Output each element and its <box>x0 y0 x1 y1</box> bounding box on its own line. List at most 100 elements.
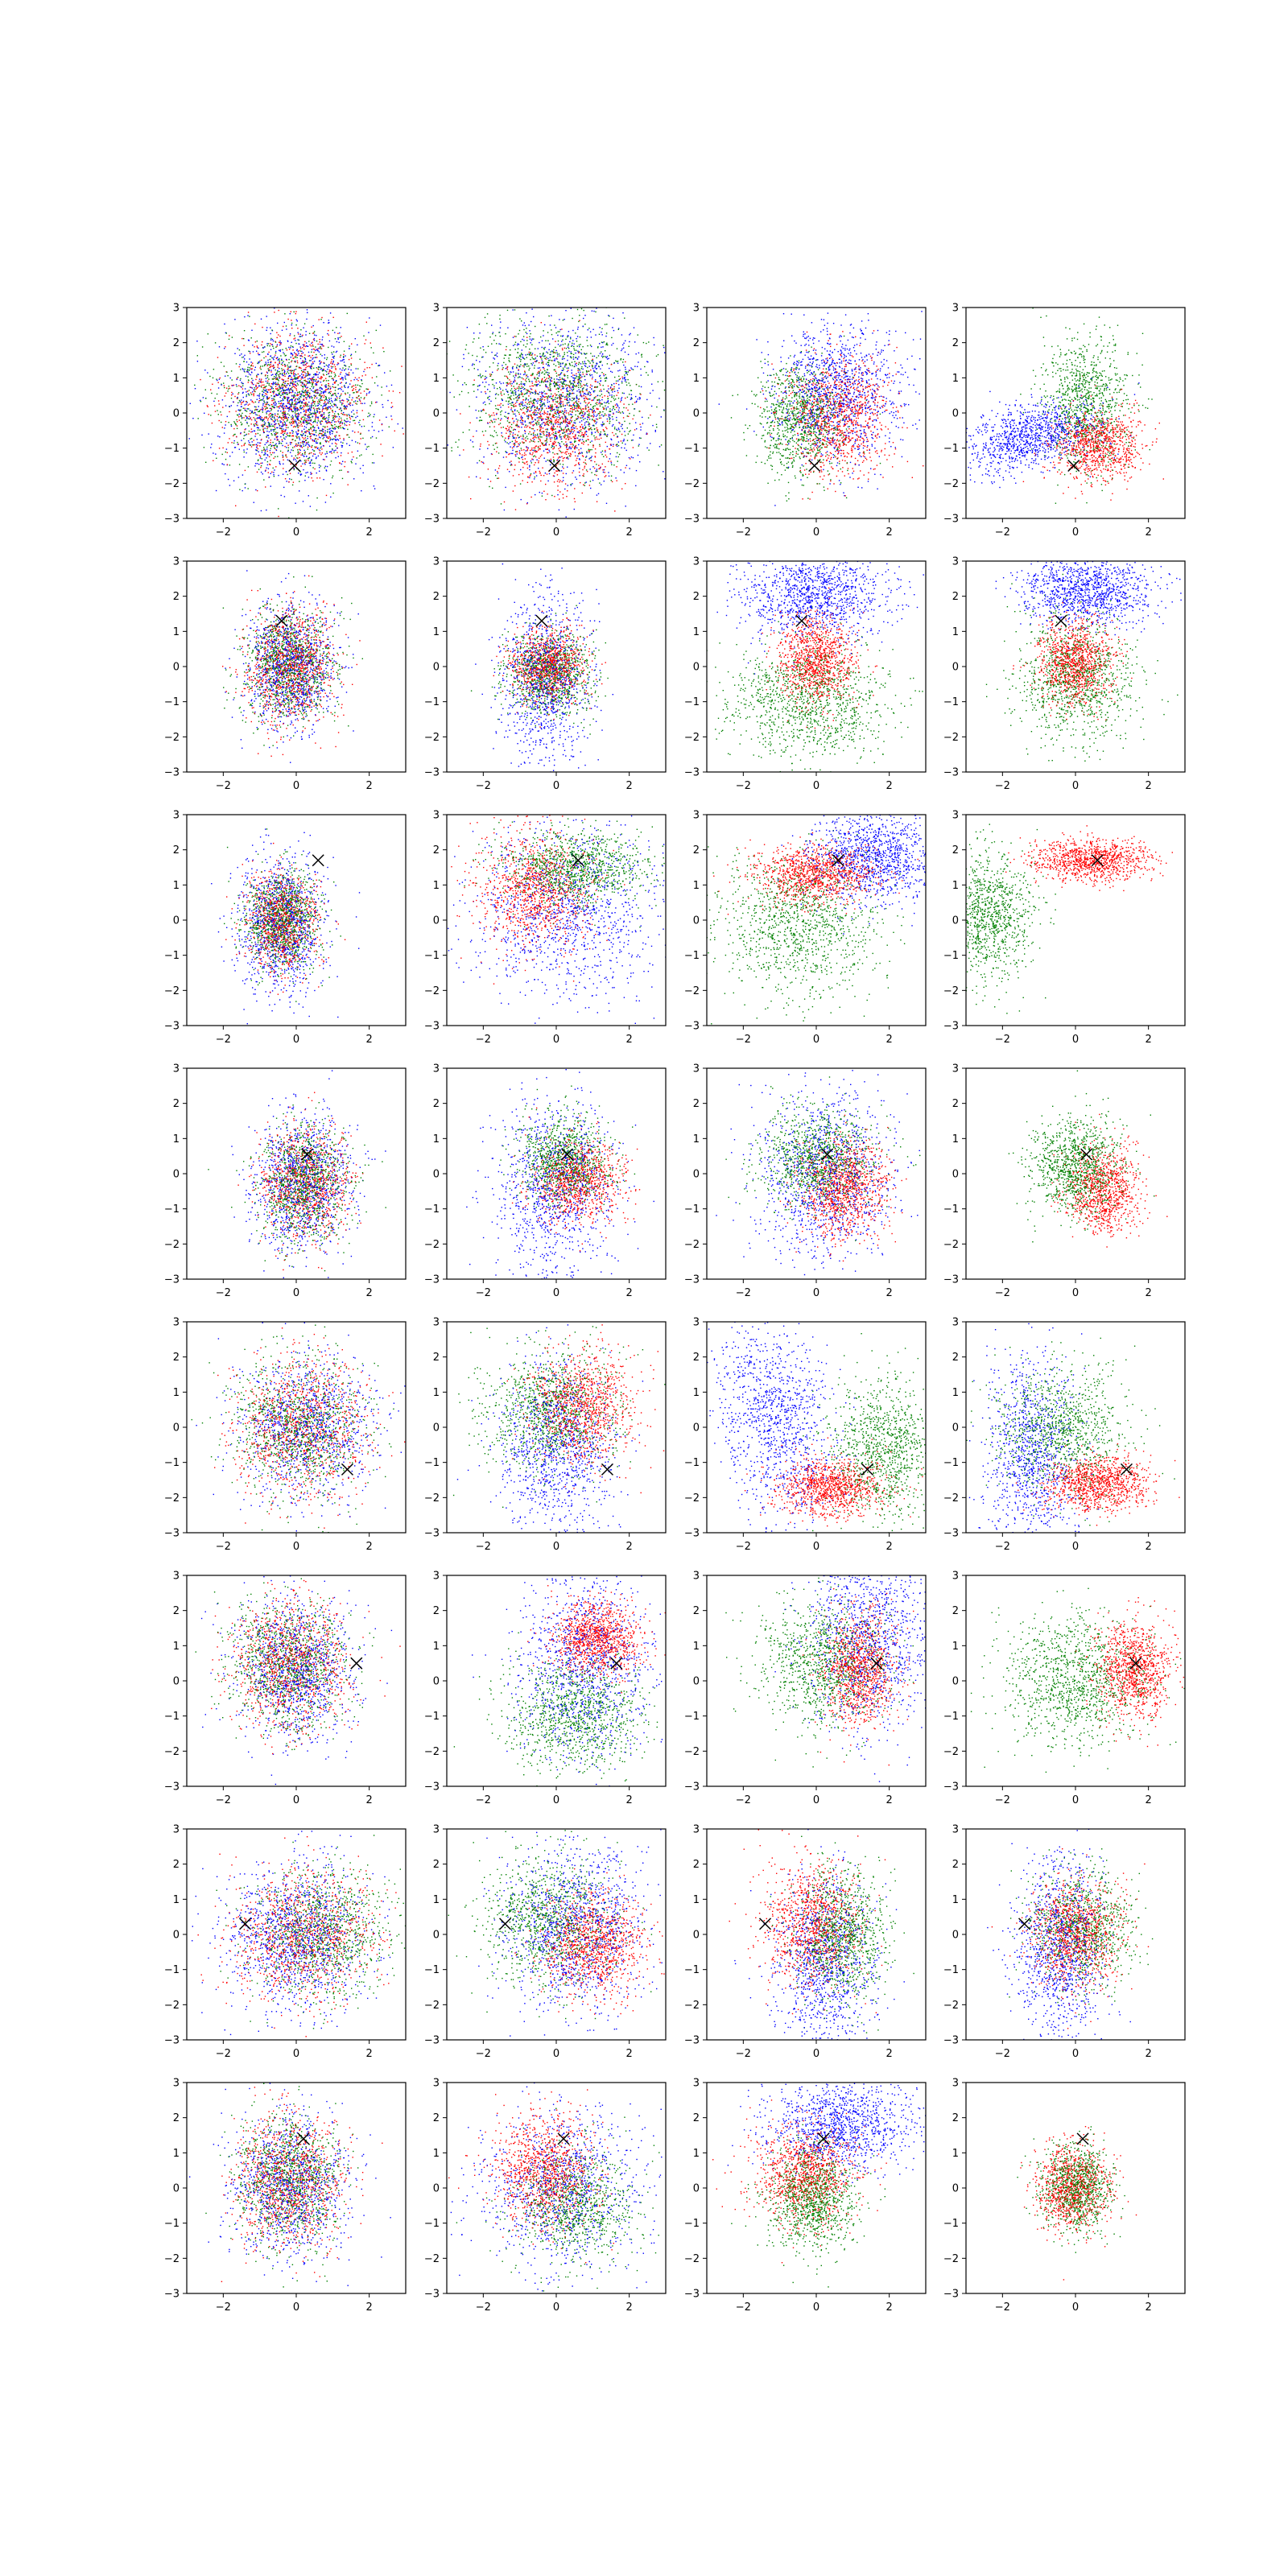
point-green <box>268 343 269 344</box>
point-red <box>257 345 258 346</box>
point-red <box>568 421 569 422</box>
point-blue <box>547 399 548 400</box>
point-blue <box>578 327 579 328</box>
point-green <box>287 366 288 367</box>
point-green <box>347 313 348 314</box>
point-red <box>301 378 302 379</box>
point-red <box>355 402 356 403</box>
point-green <box>499 315 500 316</box>
point-red <box>541 399 542 400</box>
point-green <box>550 352 551 353</box>
point-green <box>231 370 232 371</box>
point-blue <box>257 418 258 419</box>
point-red <box>581 395 582 396</box>
point-blue <box>262 403 263 404</box>
point-blue <box>351 354 352 355</box>
point-blue <box>618 384 619 385</box>
point-red <box>325 378 326 379</box>
point-red <box>540 396 541 397</box>
point-blue <box>592 329 593 330</box>
point-red <box>541 416 542 417</box>
point-red <box>299 425 300 426</box>
point-blue <box>266 435 267 436</box>
point-blue <box>320 362 321 363</box>
point-blue <box>228 479 229 480</box>
point-green <box>353 414 354 415</box>
point-green <box>264 402 265 403</box>
point-green <box>617 412 618 413</box>
point-red <box>322 400 323 401</box>
point-blue <box>257 409 258 410</box>
point-green <box>284 364 285 365</box>
point-blue <box>342 390 343 391</box>
point-red <box>261 360 262 361</box>
point-blue <box>301 363 302 364</box>
point-blue <box>520 469 521 470</box>
point-green <box>275 384 276 385</box>
point-red <box>327 426 328 427</box>
point-blue <box>635 485 636 486</box>
point-green <box>297 413 298 414</box>
point-red <box>224 385 225 386</box>
point-green <box>248 408 249 409</box>
point-green <box>591 434 592 435</box>
point-blue <box>312 357 313 358</box>
point-blue <box>284 496 285 497</box>
point-blue <box>624 472 625 473</box>
point-green <box>542 355 543 356</box>
point-blue <box>284 371 285 372</box>
point-green <box>370 437 371 438</box>
point-blue <box>338 393 339 394</box>
point-blue <box>653 337 654 338</box>
point-green <box>515 389 516 390</box>
point-red <box>271 404 272 405</box>
point-blue <box>274 405 275 406</box>
point-green <box>218 414 219 415</box>
point-blue <box>254 426 255 427</box>
point-green <box>468 392 469 393</box>
point-green <box>579 405 580 406</box>
point-blue <box>281 421 282 422</box>
point-blue <box>565 418 566 419</box>
point-red <box>514 445 515 446</box>
point-blue <box>271 398 272 399</box>
point-red <box>563 468 564 469</box>
point-red <box>285 454 286 455</box>
point-green <box>588 398 589 399</box>
point-blue <box>318 381 319 382</box>
point-red <box>527 426 528 427</box>
point-blue <box>201 435 202 436</box>
point-red <box>549 377 550 378</box>
point-red <box>269 416 270 417</box>
point-red <box>319 378 320 379</box>
point-blue <box>259 378 260 379</box>
point-blue <box>631 456 632 457</box>
point-red <box>589 451 590 452</box>
point-green <box>557 356 558 357</box>
point-blue <box>270 349 271 350</box>
point-red <box>316 477 317 478</box>
point-blue <box>343 412 344 413</box>
point-blue <box>317 350 318 351</box>
point-red <box>334 364 335 365</box>
point-green <box>334 376 335 377</box>
point-green <box>311 407 312 408</box>
point-green <box>304 418 305 419</box>
y-tick-label: −1 <box>164 443 180 455</box>
point-red <box>544 412 545 413</box>
point-green <box>327 357 328 358</box>
point-green <box>277 420 278 421</box>
point-green <box>351 461 352 462</box>
point-red <box>545 429 546 430</box>
point-green <box>507 310 508 311</box>
point-green <box>638 445 639 446</box>
point-red <box>289 335 290 336</box>
point-red <box>302 347 303 348</box>
point-red <box>610 460 611 461</box>
point-red <box>576 408 577 409</box>
point-green <box>326 359 327 360</box>
point-blue <box>555 416 556 417</box>
point-green <box>300 329 301 330</box>
point-green <box>301 402 302 403</box>
point-blue <box>289 409 290 410</box>
